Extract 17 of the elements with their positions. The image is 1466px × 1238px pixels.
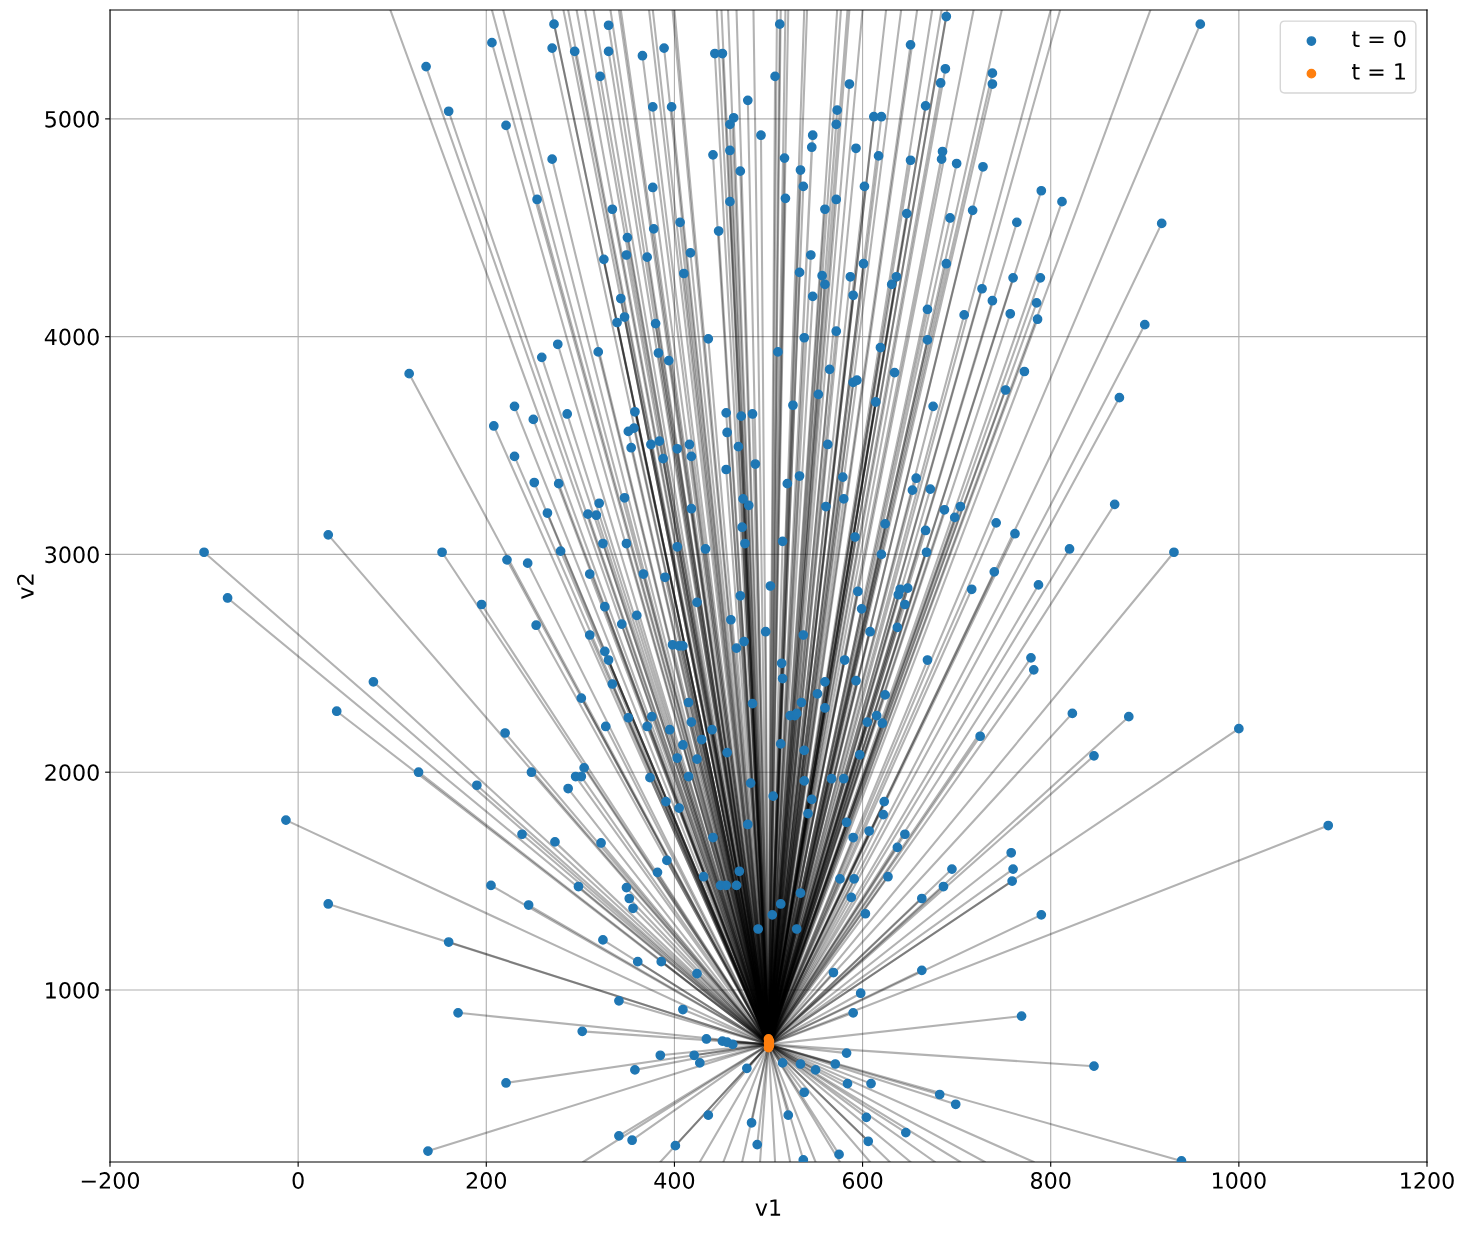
x-tick-label: 0 (292, 1172, 304, 1189)
x-tick-label: 400 (654, 1172, 695, 1189)
y-tick-label: 4000 (44, 328, 99, 346)
legend-label: t = 0 (1352, 30, 1406, 48)
y-tick-label: 2000 (45, 764, 99, 781)
x-tick-label: 800 (1031, 1172, 1071, 1189)
legend-label: t = 1 (1352, 63, 1405, 80)
y-tick-label: 3000 (45, 546, 99, 564)
y-tick-label: 1000 (46, 981, 99, 999)
x-tick-label: 1200 (1401, 1172, 1454, 1189)
y-axis-title: v2 (17, 574, 34, 599)
x-tick-label: 1000 (1213, 1172, 1266, 1189)
y-tick-label: 5000 (45, 110, 99, 128)
x-tick-label: 200 (466, 1172, 507, 1189)
x-axis-title: v1 (755, 1199, 781, 1216)
x-tick-label: 600 (842, 1172, 883, 1189)
x-tick-label: −200 (81, 1172, 140, 1189)
